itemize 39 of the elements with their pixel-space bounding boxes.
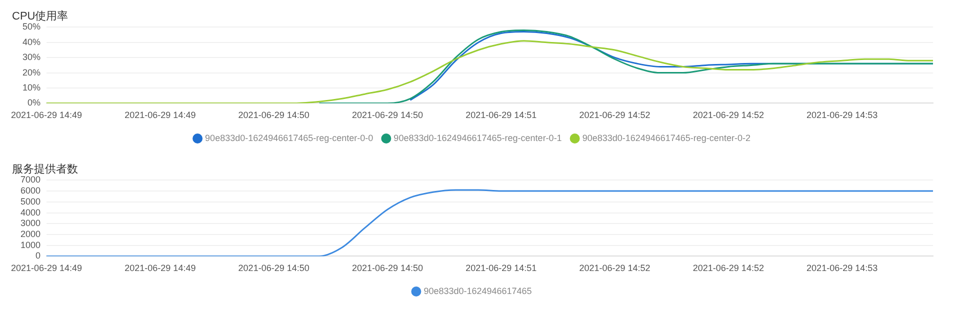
x-tick-label: 2021-06-29 14:50 [352, 110, 424, 120]
legend-label: 90e833d0-1624946617465-reg-center-0-0 [205, 132, 374, 143]
chart-title: 服务提供者数 [12, 162, 78, 176]
x-tick-label: 2021-06-29 14:52 [579, 110, 650, 120]
legend-label: 90e833d0-1624946617465-reg-center-0-2 [582, 132, 750, 143]
y-tick-label: 20% [22, 67, 41, 78]
x-tick-label: 2021-06-29 14:50 [238, 110, 310, 120]
x-tick-label: 2021-06-29 14:52 [692, 263, 764, 274]
y-tick-label: 1000 [20, 240, 41, 250]
y-tick-label: 3000 [20, 218, 41, 228]
x-tick-label: 2021-06-29 14:52 [579, 263, 650, 274]
legend-label: 90e833d0-1624946617465-reg-center-0-1 [394, 132, 562, 143]
x-tick-label: 2021-06-29 14:53 [806, 263, 878, 274]
y-tick-label: 2000 [20, 228, 41, 239]
y-tick-label: 0 [36, 250, 41, 261]
x-tick-label: 2021-06-29 14:51 [466, 110, 537, 120]
y-tick-label: 5000 [20, 196, 41, 206]
x-tick-label: 2021-06-29 14:51 [466, 263, 537, 274]
x-tick-label: 2021-06-29 14:53 [806, 110, 878, 120]
y-tick-label: 50% [22, 22, 41, 32]
x-tick-label: 2021-06-29 14:50 [238, 263, 310, 274]
y-tick-label: 10% [22, 82, 41, 92]
x-tick-label: 2021-06-29 14:52 [692, 110, 764, 120]
legend-label: 90e833d0-1624946617465 [424, 286, 532, 296]
y-tick-label: 30% [22, 52, 41, 62]
line-series [46, 40, 934, 104]
x-tick-label: 2021-06-29 14:49 [11, 110, 82, 120]
chart-title: CPU使用率 [12, 10, 68, 23]
y-tick-label: 6000 [20, 186, 41, 196]
x-tick-label: 2021-06-29 14:49 [124, 110, 196, 120]
y-tick-label: 0% [28, 98, 41, 108]
y-tick-label: 40% [22, 36, 41, 47]
x-tick-label: 2021-06-29 14:49 [124, 263, 196, 274]
line-series [318, 29, 934, 104]
line-series [46, 189, 934, 256]
y-tick-label: 7000 [20, 174, 41, 185]
x-tick-label: 2021-06-29 14:50 [352, 263, 424, 274]
y-tick-label: 4000 [20, 207, 41, 218]
x-tick-label: 2021-06-29 14:49 [11, 263, 82, 274]
